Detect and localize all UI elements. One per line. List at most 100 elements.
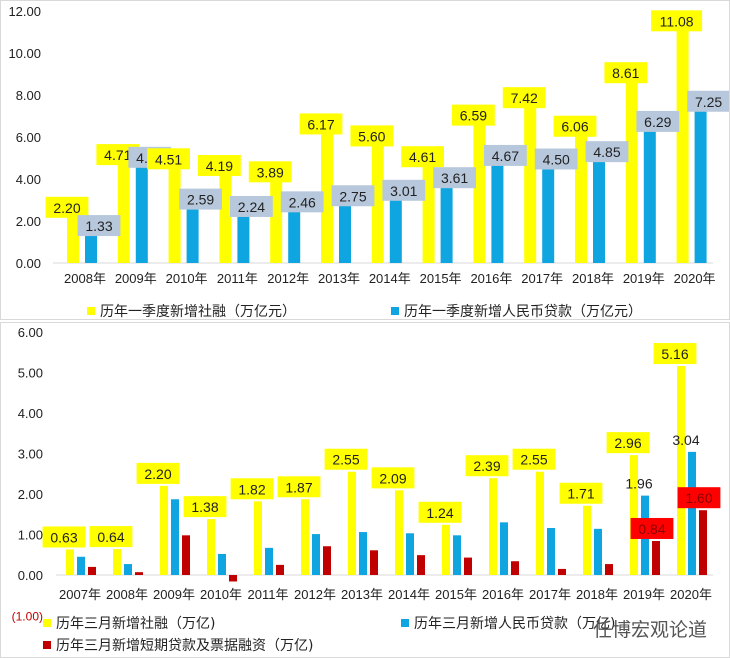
data-label-tsf-box (606, 432, 650, 454)
y-tick-label: 12.00 (8, 4, 41, 19)
bar-short-loans (417, 555, 425, 575)
bar-tsf (395, 490, 403, 575)
y-tick-label: 1.00 (18, 528, 43, 543)
bar-loans (500, 522, 508, 575)
data-label-tsf: 5.16 (661, 346, 688, 362)
x-tick-label: 2016年 (482, 587, 524, 602)
y-tick-label: 0.00 (18, 568, 43, 583)
bar-tsf (207, 519, 215, 575)
bar-tsf (473, 124, 486, 263)
data-label-tsf-box (553, 115, 597, 137)
data-label-tsf: 2.96 (614, 435, 641, 451)
data-label-tsf: 1.38 (191, 499, 218, 515)
data-label-loans-box (433, 167, 476, 189)
y-tick-label: 3.00 (18, 447, 43, 462)
data-label-short-loans: 1.60 (685, 490, 712, 506)
chart-q1: 0.00 2.00 4.00 6.00 8.00 10.00 12.00 2008年 2009年… (0, 0, 730, 320)
x-tick-label: 2012年 (294, 587, 336, 602)
x-tick-label: 2009年 (153, 587, 195, 602)
bar-tsf (254, 501, 262, 575)
legend-item-q1-tsf: 历年一季度新增社融（万亿元） (87, 301, 296, 321)
legend-label: 历年三月新增人民币贷款（万亿) (414, 616, 616, 632)
data-label-tsf-box (230, 478, 274, 500)
legend-item-march-tsf: 历年三月新增社融（万亿) (43, 613, 215, 633)
bar-tsf (676, 30, 689, 263)
data-label-tsf: 5.60 (358, 128, 385, 144)
data-label-loans-box (382, 179, 426, 201)
bar-loans (694, 110, 707, 263)
data-label-tsf-box (559, 482, 603, 504)
data-label-loans-box (636, 110, 680, 132)
bar-loans (440, 187, 453, 263)
y-tick-label: 6.00 (18, 325, 43, 340)
data-label-tsf-box (42, 526, 86, 548)
data-label-loans: 3.04 (672, 432, 699, 448)
bar-tsf (536, 471, 544, 575)
legend-label: 历年三月新增社融（万亿) (56, 616, 216, 632)
x-tick-label: 2008年 (106, 587, 148, 602)
legend-item-march-short-loans: 历年三月新增短期贷款及票据融资（万亿) (43, 635, 313, 655)
data-label-tsf-box (465, 455, 509, 477)
data-label-tsf: 2.09 (379, 470, 406, 486)
data-label-tsf-box (512, 448, 556, 470)
data-label-short-loans-box (630, 517, 674, 539)
x-tick-label: 2014年 (388, 587, 430, 602)
x-tick-label: 2017年 (529, 587, 571, 602)
bar-tsf (113, 549, 121, 575)
x-tick-label: 2013年 (318, 271, 360, 286)
data-label-tsf: 1.82 (238, 481, 265, 497)
bar-loans (593, 161, 605, 263)
legend-item-q1-loans: 历年一季度新增人民币贷款（万亿元） (391, 301, 642, 321)
bar-loans (688, 451, 696, 575)
chart-march-svg: (1.00) 0.00 1.00 2.00 3.00 4.00 5.00 6.00 2007年 2… (12, 325, 721, 624)
data-label-tsf: 4.19 (206, 158, 233, 174)
x-tick-label: 2010年 (166, 271, 208, 286)
x-tick-label: 2020年 (670, 587, 712, 602)
data-label-tsf-box (324, 448, 368, 470)
data-label-loans: 3.01 (390, 183, 417, 199)
bar-tsf (575, 135, 587, 263)
legend-swatch (87, 307, 95, 315)
bar-short-loans (182, 535, 190, 575)
watermark: 任博宏观论道 (592, 619, 707, 641)
bar-short-loans (699, 510, 707, 575)
data-label-tsf: 1.24 (426, 505, 453, 521)
bar-tsf (583, 505, 591, 575)
data-label-loans: 1.33 (85, 218, 112, 234)
legend-label: 历年一季度新增人民币贷款（万亿元） (404, 304, 642, 320)
data-label-loans: 4.50 (543, 152, 570, 168)
data-label-tsf-box (452, 104, 495, 126)
bar-tsf (219, 175, 232, 263)
data-label-tsf: 2.20 (144, 466, 171, 482)
data-label-tsf: 0.64 (97, 529, 124, 545)
x-tick-label: 2011年 (217, 271, 258, 286)
data-label-tsf: 4.71 (104, 147, 131, 163)
bar-tsf (117, 164, 130, 263)
x-tick-label: 2019年 (623, 271, 665, 286)
bar-loans (359, 532, 367, 575)
data-label-tsf: 2.39 (473, 458, 500, 474)
data-label-tsf: 2.55 (332, 452, 359, 468)
data-label-loans-box (77, 215, 121, 237)
bar-loans (389, 199, 402, 263)
bar-loans (77, 556, 85, 575)
bar-tsf (371, 145, 384, 263)
legend-label: 历年一季度新增社融（万亿元） (100, 304, 296, 320)
bar-loans (218, 553, 226, 575)
legend-swatch (391, 307, 399, 315)
legend-swatch (401, 619, 409, 627)
bar-loans (312, 534, 320, 575)
data-label-loans: 4.85 (593, 144, 620, 160)
x-tick-label: 2015年 (435, 587, 477, 602)
data-label-short-loans: 0.84 (638, 521, 665, 537)
data-label-loans: 6.29 (644, 114, 671, 130)
bar-tsf (677, 366, 685, 575)
chart-march: (1.00) 0.00 1.00 2.00 3.00 4.00 5.00 6.00 2007年 2… (0, 322, 730, 658)
data-label-tsf-box (248, 161, 292, 183)
data-label-tsf-box (198, 155, 241, 177)
bar-loans (237, 215, 250, 263)
bar-short-loans (229, 575, 237, 582)
data-label-loans: 2.24 (238, 199, 265, 215)
data-label-tsf: 2.20 (53, 200, 80, 216)
bar-tsf (301, 499, 309, 575)
